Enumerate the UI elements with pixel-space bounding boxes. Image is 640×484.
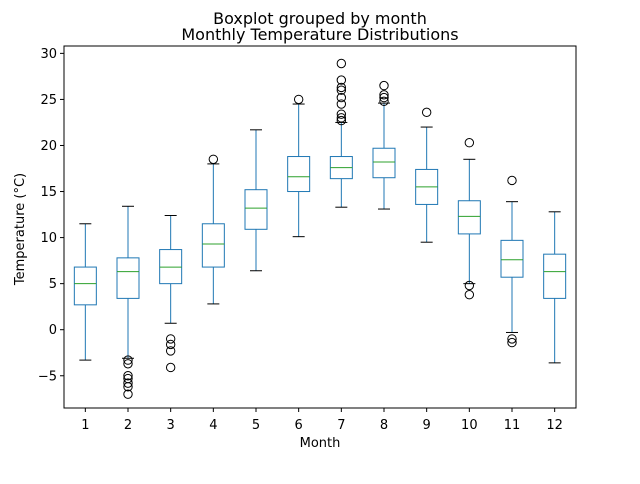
y-tick-label: 5 [49, 277, 57, 292]
plot-frame [63, 45, 577, 409]
box-group-6 [287, 94, 311, 238]
box [543, 253, 567, 299]
outlier-point [336, 75, 347, 85]
box-group-8 [372, 80, 396, 210]
outlier-point [507, 337, 517, 348]
x-tick-label: 8 [380, 418, 388, 433]
outlier-point [464, 280, 475, 291]
outlier-point [464, 138, 475, 148]
box-group-1 [73, 223, 97, 361]
box [201, 223, 225, 268]
box-group-3 [159, 214, 183, 373]
outlier-point [336, 85, 347, 95]
outlier-point [336, 92, 347, 103]
box-group-12 [543, 211, 567, 364]
plot-marks [73, 58, 567, 399]
y-tick-label: 10 [40, 231, 57, 246]
x-tick-label: 7 [337, 418, 345, 433]
box [244, 189, 268, 230]
x-tick-label: 3 [167, 418, 175, 433]
outlier-point [123, 382, 133, 392]
x-tick-label: 6 [295, 418, 303, 433]
outlier-point [208, 154, 219, 164]
x-tick-label: 1 [81, 418, 89, 433]
box-group-9 [415, 107, 439, 243]
x-tick-label: 2 [124, 418, 132, 433]
outlier-point [123, 355, 133, 365]
box [116, 257, 140, 299]
outlier-point [336, 99, 347, 109]
y-tick-label: −5 [38, 369, 57, 384]
box-group-4 [201, 154, 225, 305]
x-tick-label: 9 [423, 418, 431, 433]
outlier-point [379, 92, 389, 103]
box-group-11 [500, 175, 524, 348]
outlier-point [379, 80, 389, 91]
x-axis-ticks: 1 2 3 4 5 6 7 8 9 10 11 12 [81, 408, 563, 433]
chart-suptitle: Boxplot grouped by month [213, 9, 427, 28]
box-group-5 [244, 129, 268, 272]
outlier-point [507, 334, 517, 344]
outlier-point [336, 109, 347, 119]
outlier-point [507, 175, 517, 186]
x-tick-label: 11 [504, 418, 521, 433]
outlier-point [421, 107, 432, 118]
outlier-point [165, 346, 176, 356]
box-group-2 [116, 205, 140, 399]
outlier-point [123, 389, 133, 399]
box [287, 156, 311, 193]
outlier-point [336, 82, 347, 93]
outlier-point [123, 378, 133, 388]
box [500, 239, 524, 278]
outlier-point [336, 58, 347, 69]
outlier-point [123, 371, 133, 381]
y-tick-label: 0 [49, 323, 57, 338]
outlier-point [165, 339, 176, 350]
y-axis-label: Temperature (°C) [13, 173, 28, 286]
y-axis-ticks: −5 0 5 10 15 20 25 30 [38, 47, 64, 384]
chart-title: Monthly Temperature Distributions [181, 25, 458, 44]
outlier-point [379, 90, 389, 100]
box-group-10 [457, 138, 481, 300]
outlier-point [336, 113, 347, 123]
x-axis-label: Month [300, 436, 341, 451]
x-tick-label: 12 [546, 418, 563, 433]
x-tick-label: 4 [209, 418, 217, 433]
outlier-point [464, 290, 475, 300]
x-tick-label: 10 [461, 418, 478, 433]
y-tick-label: 15 [40, 185, 57, 200]
outlier-point [336, 115, 347, 126]
outlier-point [165, 334, 176, 344]
outlier-point [293, 94, 304, 105]
box [73, 266, 97, 306]
outlier-point [379, 96, 389, 106]
y-tick-label: 25 [40, 93, 57, 108]
box [372, 147, 396, 179]
y-tick-label: 20 [40, 139, 57, 154]
box [457, 200, 481, 235]
outlier-point [123, 359, 133, 369]
box-group-7 [329, 58, 353, 208]
outlier-point [165, 362, 176, 373]
x-tick-label: 5 [252, 418, 260, 433]
y-tick-label: 30 [40, 47, 57, 62]
